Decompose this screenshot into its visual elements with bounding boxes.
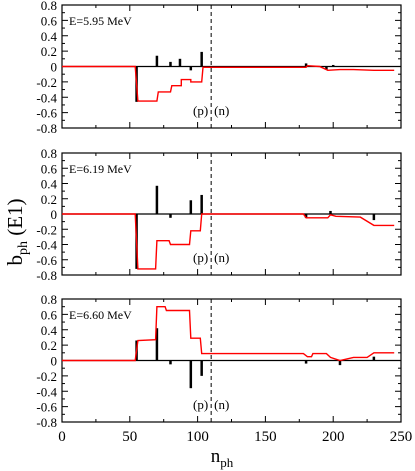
energy-label: E=6.60 MeV — [69, 308, 132, 322]
y-tick-label: 0 — [51, 207, 58, 222]
y-tick-label: -0.8 — [36, 415, 57, 430]
y-tick-label: -0.4 — [36, 238, 57, 253]
y-tick-label: 0.8 — [41, 292, 57, 307]
y-tick-label: 0.2 — [41, 192, 57, 207]
x-tick-label: 0 — [58, 429, 66, 445]
y-tick-label: 0 — [51, 60, 58, 75]
y-axis-label-suffix: (E1) — [3, 198, 27, 241]
y-tick-label: 0.8 — [41, 146, 57, 161]
cumulative-line — [62, 213, 395, 270]
y-tick-label: -0.6 — [36, 106, 57, 121]
cumulative-line — [62, 64, 395, 102]
energy-label: E=6.19 MeV — [69, 162, 132, 176]
y-tick-label: -0.6 — [36, 400, 57, 415]
neutron-label: (n) — [214, 103, 229, 118]
x-tick-label: 50 — [122, 429, 137, 445]
x-axis-label-main: n — [211, 446, 221, 467]
y-tick-label: -0.8 — [36, 121, 57, 136]
y-tick-label: -0.2 — [36, 369, 57, 384]
x-tick-label: 150 — [254, 429, 277, 445]
panels: -0.8-0.6-0.4-0.200.20.40.60.8E=5.95 MeV(… — [36, 0, 412, 445]
y-tick-label: 0.2 — [41, 44, 57, 59]
x-tick-label: 200 — [322, 429, 345, 445]
y-axis-label-main: b — [3, 255, 27, 266]
neutron-label: (n) — [214, 250, 229, 265]
y-tick-label: 0.4 — [41, 177, 58, 192]
y-axis-label-sub: ph — [16, 241, 31, 255]
y-tick-label: -0.4 — [36, 384, 57, 399]
y-tick-label: 0.6 — [41, 13, 58, 28]
proton-label: (p) — [193, 103, 208, 118]
x-axis-label-sub: ph — [220, 455, 234, 470]
y-tick-label: -0.8 — [36, 268, 57, 283]
y-tick-label: -0.2 — [36, 222, 57, 237]
x-axis-label: nph — [211, 446, 234, 470]
y-tick-label: 0.4 — [41, 29, 58, 44]
y-tick-label: -0.2 — [36, 75, 57, 90]
y-tick-label: 0.8 — [41, 0, 57, 13]
proton-label: (p) — [193, 397, 208, 412]
x-tick-label: 100 — [186, 429, 209, 445]
y-axis-label: bph (E1) — [3, 198, 31, 265]
neutron-label: (n) — [214, 397, 229, 412]
y-tick-label: -0.6 — [36, 253, 57, 268]
panel-3: -0.8-0.6-0.4-0.200.20.40.60.80 50 100 150 20… — [36, 292, 412, 445]
panel-2: -0.8-0.6-0.4-0.200.20.40.60.8 E=6.19 MeV (… — [36, 146, 402, 283]
panel-1: -0.8-0.6-0.4-0.200.20.40.60.8 E=5.95 MeV (… — [36, 0, 402, 136]
y-tick-label: 0.4 — [41, 323, 58, 338]
y-tick-label: 0.6 — [41, 161, 58, 176]
y-tick-label: -0.4 — [36, 90, 57, 105]
x-tick-label: 250 — [390, 429, 413, 445]
y-tick-label: 0.6 — [41, 307, 58, 322]
energy-label: E=5.95 MeV — [69, 14, 132, 28]
cumulative-line — [62, 306, 395, 362]
proton-label: (p) — [193, 250, 208, 265]
y-tick-label: 0.2 — [41, 338, 57, 353]
y-tick-label: 0 — [51, 354, 58, 369]
